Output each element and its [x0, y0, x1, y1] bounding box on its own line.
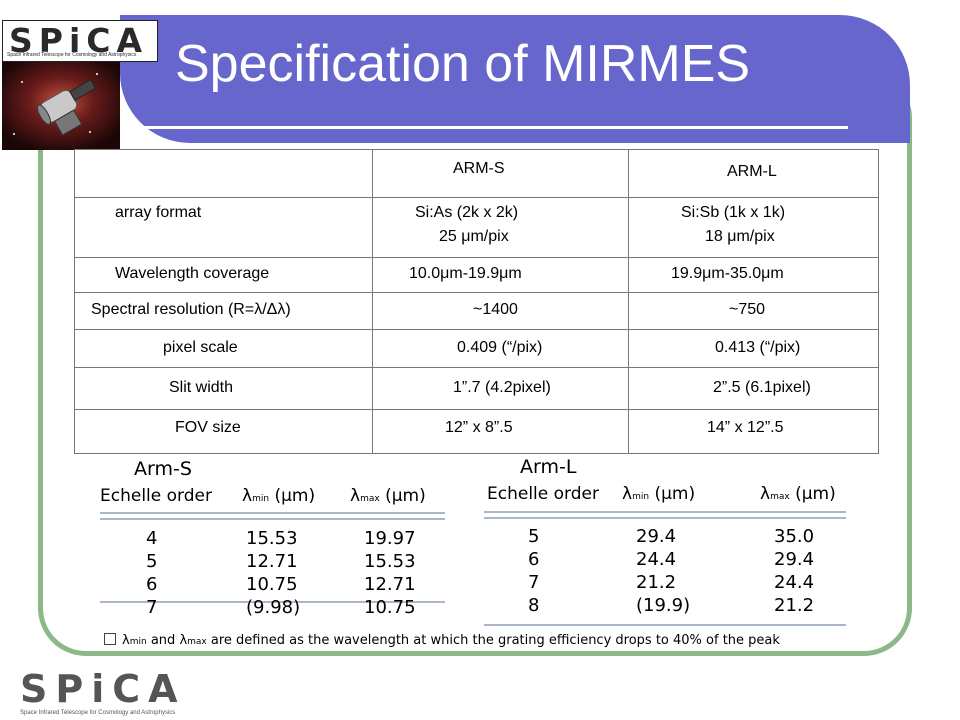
table-cell: ~1400: [372, 292, 629, 330]
arm-l-cell: 5: [528, 526, 540, 547]
table-cell: 14” x 12”.5: [628, 409, 879, 454]
arm-l-col-min: λmin (μm): [622, 484, 696, 504]
table-row: Slit width 1”.7 (4.2pixel) 2”.5 (6.1pixe…: [74, 367, 879, 410]
arm-l-rule: [484, 624, 846, 626]
arm-s-rule: [100, 601, 445, 603]
spica-logo-bottom: SPiCA Space Infrared Telescope for Cosmo…: [20, 667, 186, 716]
arm-l-cell: 8: [528, 595, 540, 616]
arm-s-rule: [100, 512, 445, 514]
table-cell: 2”.5 (6.1pixel): [628, 367, 879, 410]
arm-s-cell: 12.71: [246, 551, 298, 572]
arm-s-cell: 15.53: [364, 551, 416, 572]
bullet-box-icon: [104, 633, 116, 645]
arm-l-cell: 24.4: [774, 572, 815, 593]
arm-l-cell: 29.4: [774, 549, 815, 570]
arm-l-cell: 24.4: [636, 549, 677, 570]
table-row: Wavelength coverage 10.0μm-19.9μm 19.9μm…: [74, 257, 879, 293]
table-cell: Si:Sb (1k x 1k) 18 μm/pix: [628, 197, 879, 258]
arm-l-col-max: λmax (μm): [760, 484, 836, 504]
arm-s-col-order: Echelle order: [100, 486, 212, 506]
arm-l-cell: 7: [528, 572, 540, 593]
arm-l-cell: 6: [528, 549, 540, 570]
arm-l-cell: 29.4: [636, 526, 677, 547]
table-row: Spectral resolution (R=λ/Δλ) ~1400 ~750: [74, 292, 879, 330]
arm-s-cell: 10.75: [364, 597, 416, 618]
table-cell: 12” x 8”.5: [372, 409, 629, 454]
table-cell: ~750: [628, 292, 879, 330]
arm-l-cell: 21.2: [636, 572, 677, 593]
table-header-cell: [74, 149, 373, 198]
logo-subtitle: Space Infrared Telescope for Cosmology a…: [7, 52, 137, 58]
arm-s-cell: 12.71: [364, 574, 416, 595]
arm-l-cell: (19.9): [636, 595, 691, 616]
title-underline: [120, 126, 848, 129]
spica-logo: SPiCA Space Infrared Telescope for Cosmo…: [2, 20, 158, 62]
arm-s-cell: (9.98): [246, 597, 301, 618]
table-cell: array format: [74, 197, 373, 258]
arm-s-cell: 10.75: [246, 574, 298, 595]
table-cell: 1”.7 (4.2pixel): [372, 367, 629, 410]
spec-table: ARM-S ARM-L array format Si:As (2k x 2k)…: [74, 149, 879, 454]
telescope-image: [2, 62, 120, 150]
arm-s-col-min: λmin (μm): [242, 486, 316, 506]
slide-title: Specification of MIRMES: [175, 35, 751, 93]
table-row: array format Si:As (2k x 2k) 25 μm/pix S…: [74, 197, 879, 258]
arm-l-rule: [484, 517, 846, 519]
table-cell: 10.0μm-19.9μm: [372, 257, 629, 293]
table-cell: 19.9μm-35.0μm: [628, 257, 879, 293]
arm-l-cell: 35.0: [774, 526, 815, 547]
arm-l-rule: [484, 511, 846, 513]
footnote: λmin and λmax are defined as the wavelen…: [104, 633, 780, 648]
arm-l-title: Arm-L: [520, 456, 577, 478]
table-cell: pixel scale: [74, 329, 373, 368]
arm-s-cell: 15.53: [246, 528, 298, 549]
title-bar: [120, 15, 910, 143]
arm-l-col-order: Echelle order: [487, 484, 599, 504]
table-cell: FOV size: [74, 409, 373, 454]
table-cell: 0.413 (“/pix): [628, 329, 879, 368]
arm-s-col-max: λmax (μm): [350, 486, 426, 506]
table-cell: Si:As (2k x 2k) 25 μm/pix: [372, 197, 629, 258]
logo-wordmark: SPiCA: [9, 21, 149, 60]
table-cell: Spectral resolution (R=λ/Δλ): [74, 292, 373, 330]
table-cell: Slit width: [74, 367, 373, 410]
arm-s-cell: 4: [146, 528, 158, 549]
table-cell: Wavelength coverage: [74, 257, 373, 293]
table-header-cell: ARM-S: [372, 149, 629, 198]
arm-s-cell: 6: [146, 574, 158, 595]
table-header-row: ARM-S ARM-L: [74, 149, 879, 198]
footnote-text: are defined as the wavelength at which t…: [210, 633, 780, 648]
table-header-cell: ARM-L: [628, 149, 879, 198]
arm-s-cell: 19.97: [364, 528, 416, 549]
arm-s-title: Arm-S: [134, 458, 192, 480]
table-cell: 0.409 (“/pix): [372, 329, 629, 368]
arm-s-cell: 5: [146, 551, 158, 572]
table-row: FOV size 12” x 8”.5 14” x 12”.5: [74, 409, 879, 454]
arm-s-rule: [100, 518, 445, 520]
arm-s-cell: 7: [146, 597, 158, 618]
arm-l-cell: 21.2: [774, 595, 815, 616]
table-row: pixel scale 0.409 (“/pix) 0.413 (“/pix): [74, 329, 879, 368]
